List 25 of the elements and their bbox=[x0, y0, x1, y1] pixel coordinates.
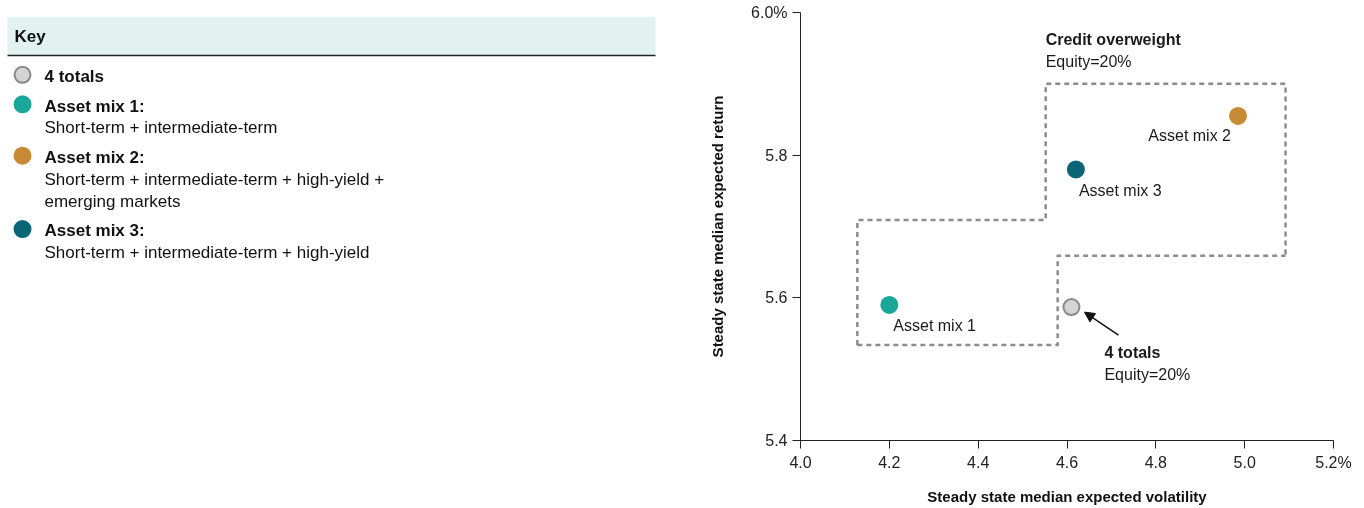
annotation: Asset mix 1 bbox=[893, 317, 977, 335]
x-axis-title: Steady state median expected volatility bbox=[927, 487, 1208, 505]
legend-label: Asset mix 2: Short-term + intermediate-term + high-yield + emerging markets bbox=[44, 147, 385, 211]
x-tick-label: 4.8 bbox=[1144, 453, 1168, 471]
annotation: Credit overweight bbox=[1045, 31, 1182, 49]
annotation: Asset mix 2 bbox=[1148, 127, 1232, 145]
legend-label: Asset mix 1: Short-term + intermediate-term bbox=[44, 96, 278, 138]
y-tick-label: 5.4 bbox=[765, 432, 788, 449]
legend-label: 4 totals bbox=[44, 67, 105, 87]
x-tick-label: 4.6 bbox=[1055, 453, 1079, 471]
x-tick-label: 4.0 bbox=[789, 453, 812, 471]
y-tick-label: 5.6 bbox=[765, 289, 788, 307]
y-tick-label: 6.0% bbox=[751, 4, 788, 21]
x-tick-label: 4.4 bbox=[967, 453, 990, 471]
annotation: 4 totals bbox=[1104, 343, 1161, 361]
x-tick-label: 4.2 bbox=[878, 453, 901, 471]
annotation: Equity=20% bbox=[1045, 53, 1132, 71]
x-tick-label: 5.0 bbox=[1233, 453, 1256, 471]
legend-title: Key bbox=[14, 27, 47, 47]
y-tick-label: 5.8 bbox=[765, 146, 788, 164]
x-tick-label: 5.2% bbox=[1315, 453, 1352, 471]
annotation: Equity=20% bbox=[1104, 365, 1191, 383]
annotation: Asset mix 3 bbox=[1078, 181, 1162, 199]
legend-label: Asset mix 3: Short-term + intermediate-term + high-yield bbox=[44, 221, 370, 263]
y-axis-title: Steady state median expected return bbox=[709, 95, 727, 358]
